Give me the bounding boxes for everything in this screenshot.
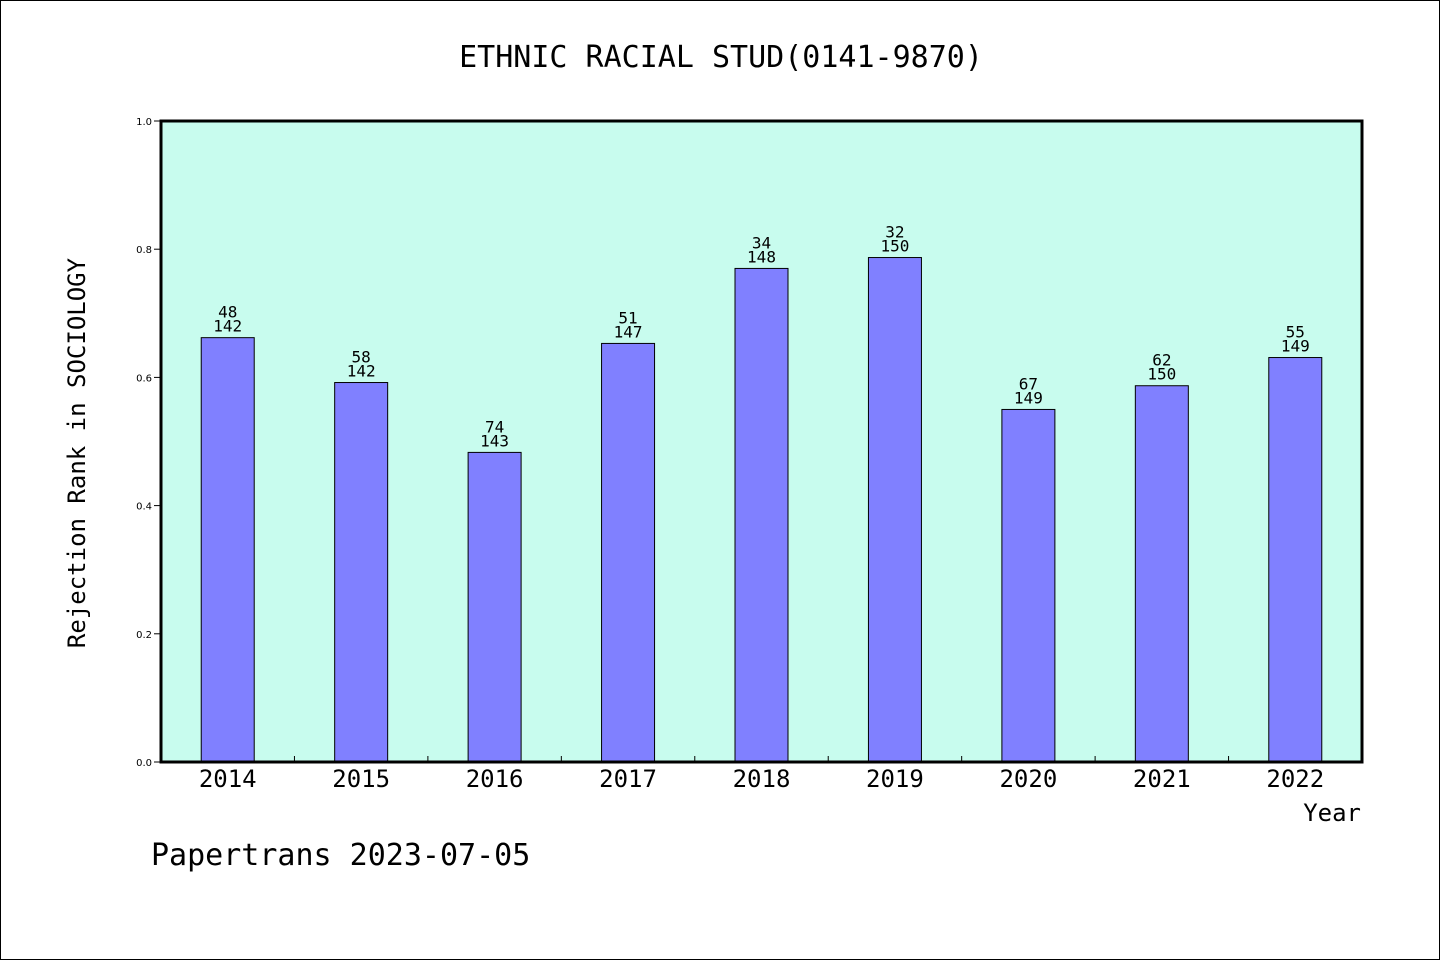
bar-2018: [734, 267, 789, 763]
bar-rank-label: 67: [1019, 374, 1038, 393]
plot-frame: [159, 119, 1364, 764]
bar-total-label: 149: [1281, 337, 1310, 356]
x-tick-label: 2019: [866, 765, 924, 793]
bar-2021: [1134, 385, 1189, 763]
bar-2022: [1268, 357, 1323, 763]
x-tick-label: 2017: [599, 765, 657, 793]
x-axis-label: Year: [1303, 799, 1361, 827]
x-tick-label: 2022: [1266, 765, 1324, 793]
bar-total-label: 150: [1147, 365, 1176, 384]
chart-title: ETHNIC RACIAL STUD(0141-9870): [459, 40, 983, 75]
footer-credit: Papertrans 2023-07-05: [151, 838, 530, 873]
x-tick-label: 2016: [466, 765, 524, 793]
bar-total-label: 148: [747, 247, 776, 266]
y-axis-label: Rejection Rank in SOCIOLOGY: [63, 257, 91, 648]
bars-group: [200, 257, 1323, 763]
x-tick-label: 2018: [733, 765, 791, 793]
x-axis-ticks: 2014 2015 2016 2017 2018 2019 2020 2021 2022: [199, 756, 1324, 793]
y-tick-label: 0.8: [136, 245, 152, 256]
bar-total-label: 149: [1014, 388, 1043, 407]
bar-total-label: 142: [213, 317, 242, 336]
y-tick-label: 1.0: [136, 117, 152, 128]
x-tick-label: 2015: [332, 765, 390, 793]
bar-rank-label: 48: [218, 303, 237, 322]
y-tick-label: 0.4: [136, 502, 152, 513]
bar-rank-label: 55: [1286, 323, 1305, 342]
bar-2017: [601, 342, 656, 763]
y-tick-label: 0.0: [136, 758, 152, 769]
bar-rank-label: 58: [352, 348, 371, 367]
bar-rank-label: 34: [752, 233, 771, 252]
bar-rank-label: 51: [618, 308, 637, 327]
bar-rank-label: 32: [885, 223, 904, 242]
bar-total-label: 143: [480, 431, 509, 450]
y-tick-label: 0.6: [136, 373, 152, 384]
x-tick-label: 2014: [199, 765, 257, 793]
bar-total-label: 147: [614, 322, 643, 341]
bar-rank-label: 74: [485, 417, 504, 436]
bar-rank-label: 62: [1152, 351, 1171, 370]
bar-total-label: 150: [880, 237, 909, 256]
bar-2016: [467, 451, 522, 763]
bar-labels-group: 4814258142741435114734148321506714962150…: [213, 223, 1309, 451]
bar-total-label: 142: [347, 362, 376, 381]
bar-2019: [867, 257, 922, 763]
bar-2020: [1001, 408, 1056, 763]
x-tick-label: 2021: [1133, 765, 1191, 793]
x-tick-label: 2020: [999, 765, 1057, 793]
y-axis-ticks: 0.0 0.2 0.4 0.6 0.8 1.0: [136, 117, 161, 769]
bar-2015: [334, 382, 389, 763]
y-tick-label: 0.2: [136, 630, 152, 641]
bar-2014: [200, 337, 255, 763]
